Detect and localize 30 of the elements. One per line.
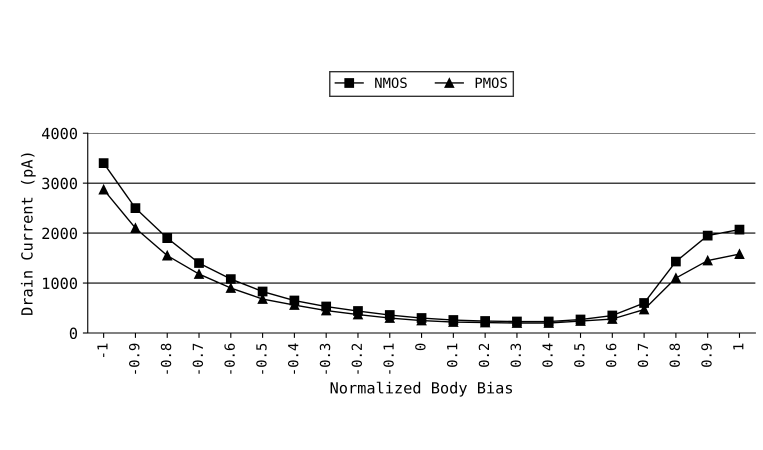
x-tick-label: -0.2 [352,344,362,374]
x-tick-label: 0.1 [446,344,458,367]
x-tick-label: -1 [97,344,108,358]
x-tick-label: -0.7 [192,344,204,374]
legend-label: PMOS [476,78,507,88]
y-tick-label: 1000 [43,278,78,290]
y-tick-label: 2000 [42,228,78,240]
x-tick-label: 0.7 [638,344,648,367]
x-tick-label: 0.3 [510,344,521,367]
x-tick-label: -0.8 [160,344,172,374]
x-tick-label: 0.8 [669,344,680,367]
x-tick-label: -0.6 [224,344,235,374]
x-tick-label: 0.6 [606,344,616,367]
x-tick-label: 0.5 [574,344,585,367]
x-tick-label: -0.5 [256,344,267,374]
x-tick-label: 0.9 [701,344,712,367]
x-tick-label: 0.2 [478,344,490,367]
x-tick-label: 0 [415,344,426,350]
x-tick-label: -0.3 [320,344,330,374]
x-tick-label: -0.4 [288,343,298,374]
x-tick-label: 1 [733,344,744,350]
y-tick-label: 0 [70,328,78,340]
x-tick-label: 0.4 [542,343,553,367]
x-tick-label: -0.9 [128,344,140,374]
y-tick-label: 3000 [42,178,78,190]
y-axis-title: Drain Current (pA) [20,153,36,315]
y-tick-label: 4000 [42,128,78,140]
legend-label: NMOS [375,78,407,88]
x-tick-label: -0.1 [383,344,394,374]
x-axis-title: Normalized Body Bias [330,382,512,397]
